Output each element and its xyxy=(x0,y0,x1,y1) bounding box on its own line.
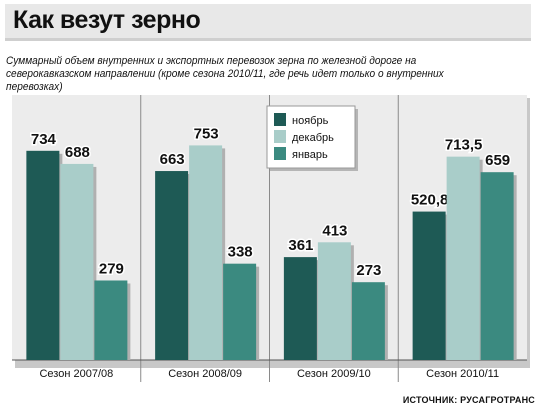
bar-2-1 xyxy=(155,171,189,360)
bar-1-1 xyxy=(26,150,60,360)
bar-3-1 xyxy=(283,257,317,360)
chart-title: Как везут зерно xyxy=(13,6,201,34)
data-label: 413 xyxy=(322,222,347,239)
bar-2-3 xyxy=(223,263,257,360)
data-label: 659 xyxy=(485,152,510,169)
data-label: 734 xyxy=(31,131,57,148)
data-label: 753 xyxy=(194,125,219,142)
bar-1-3 xyxy=(94,280,128,360)
legend-label: декабрь xyxy=(292,132,334,144)
legend-swatch xyxy=(274,113,286,126)
category-label: Сезон 2009/10 xyxy=(297,368,371,380)
legend-label: ноябрь xyxy=(292,115,329,127)
data-label: 663 xyxy=(160,151,185,168)
bar-4-3 xyxy=(480,172,514,360)
data-label: 713,5 xyxy=(445,137,483,154)
data-label: 688 xyxy=(65,144,90,161)
legend-swatch xyxy=(274,130,286,143)
chart-subtitle: Суммарный объем внутренних и экспортных … xyxy=(6,55,444,93)
category-label: Сезон 2008/09 xyxy=(168,368,242,380)
source-note: ИСТОЧНИК: РУСАГРОТРАНС xyxy=(402,395,535,405)
title-bar: Как везут зерно xyxy=(5,4,531,41)
data-label: 279 xyxy=(99,260,124,277)
bar-4-2 xyxy=(446,156,480,360)
data-label: 338 xyxy=(228,244,253,261)
category-label: Сезон 2010/11 xyxy=(426,368,499,380)
legend-label: январь xyxy=(292,149,328,161)
bar-1-2 xyxy=(60,163,94,360)
bar-3-2 xyxy=(317,242,351,360)
data-label: 361 xyxy=(288,237,313,254)
data-label: 273 xyxy=(356,262,381,279)
bar-2-2 xyxy=(189,145,223,360)
legend-swatch xyxy=(274,147,286,160)
bar-4-1 xyxy=(412,211,446,360)
bar-3-3 xyxy=(351,282,385,360)
category-label: Сезон 2007/08 xyxy=(39,368,113,380)
data-label: 520,8 xyxy=(411,192,449,209)
